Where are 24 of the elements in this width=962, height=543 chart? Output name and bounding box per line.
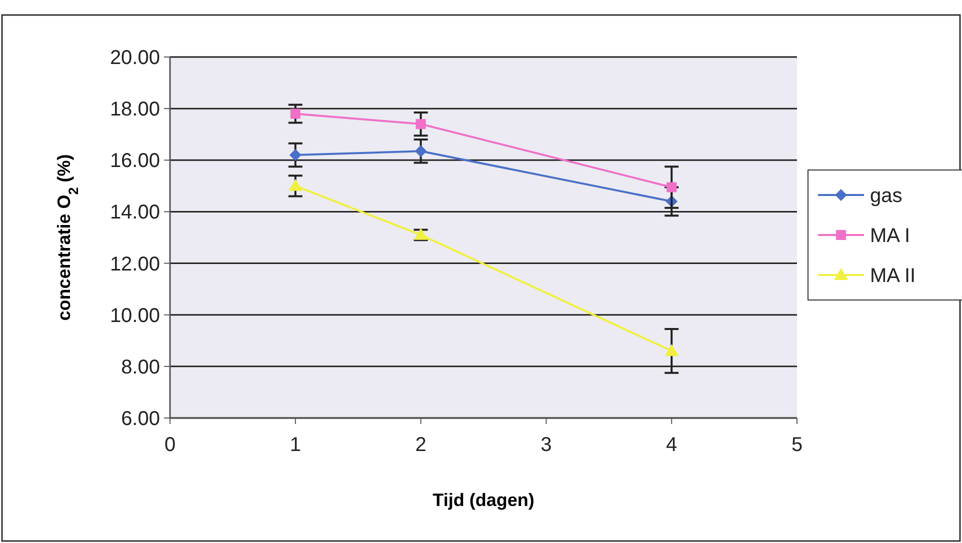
point [288, 178, 302, 191]
x-tick-label: 2 [415, 434, 426, 456]
y-tick-label: 18.00 [110, 98, 160, 121]
point [666, 182, 677, 192]
y-tick-label: 8.00 [121, 356, 160, 378]
point [416, 119, 426, 130]
point [289, 148, 302, 161]
x-tick-label: 5 [791, 434, 803, 456]
y-tick-label: 20.00 [110, 47, 160, 69]
x-tick-label: 3 [540, 434, 552, 456]
y-tick-label: 16.00 [110, 150, 160, 172]
x-axis-title: Tijd (dagen) [432, 490, 534, 510]
point [414, 145, 427, 158]
legend-label: MA I [870, 225, 910, 247]
point [664, 344, 679, 356]
y-tick-label: 14.00 [110, 202, 160, 224]
y-tick-label: 10.00 [110, 304, 160, 327]
x-tick-label: 4 [666, 434, 678, 456]
x-tick-label: 0 [164, 434, 176, 456]
legend-label: gas [870, 185, 902, 207]
x-tick-label: 1 [290, 434, 301, 456]
y-tick-label: 6.00 [121, 408, 160, 430]
legend-label: MA II [870, 265, 916, 287]
y-tick-label: 12.00 [110, 253, 160, 276]
